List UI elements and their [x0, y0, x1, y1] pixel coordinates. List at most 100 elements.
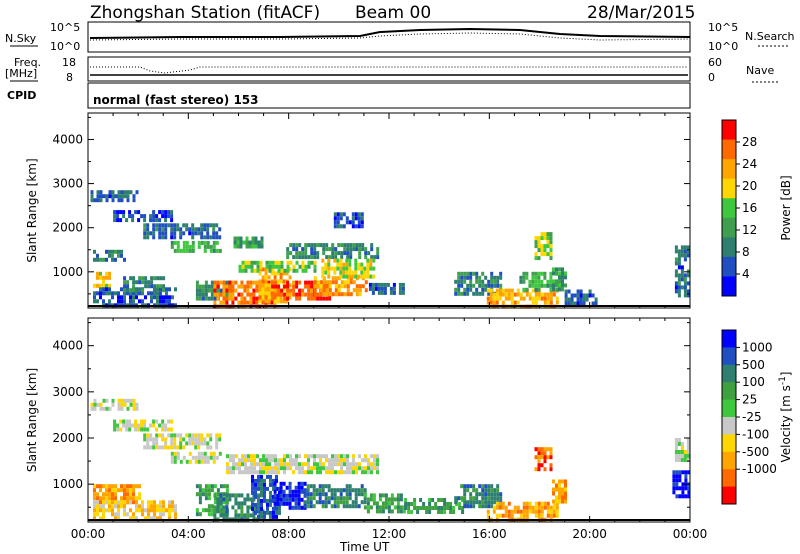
data-cell: [361, 243, 365, 248]
data-cell: [102, 484, 105, 489]
data-cell: [99, 198, 103, 203]
data-cell: [370, 255, 374, 260]
data-cell: [271, 466, 274, 471]
data-cell: [131, 423, 135, 428]
data-cell: [194, 445, 198, 450]
data-cell: [472, 500, 476, 505]
data-cell: [158, 235, 162, 240]
data-cell: [123, 284, 127, 289]
data-cell: [228, 280, 232, 285]
data-cell: [303, 500, 307, 505]
data-cell: [463, 492, 467, 497]
data-cell: [280, 264, 284, 269]
data-cell: [167, 419, 171, 424]
data-cell: [203, 235, 207, 240]
data-cell: [216, 288, 220, 293]
data-cell: [440, 498, 444, 502]
data-cell: [463, 496, 467, 501]
data-cell: [368, 286, 372, 291]
data-cell: [463, 275, 467, 280]
data-cell: [250, 462, 253, 467]
data-cell: [111, 194, 115, 199]
data-cell: [165, 295, 168, 300]
data-cell: [513, 509, 517, 514]
data-cell: [120, 398, 124, 403]
data-cell: [333, 496, 337, 501]
data-cell: [102, 279, 105, 284]
data-cell: [501, 300, 505, 305]
data-cell: [165, 299, 168, 304]
data-cell: [372, 258, 376, 263]
data-cell: [123, 504, 126, 509]
data-cell: [537, 451, 541, 456]
data-cell: [185, 441, 189, 446]
data-cell: [330, 492, 334, 497]
nave-tick-bottom: 0: [708, 71, 715, 84]
data-cell: [337, 251, 341, 256]
data-cell: [376, 466, 379, 471]
data-cell: [407, 502, 411, 506]
data-cell: [291, 493, 295, 498]
data-cell: [310, 296, 314, 301]
data-cell: [105, 496, 108, 501]
data-cell: [321, 488, 325, 493]
data-cell: [519, 292, 523, 297]
data-cell: [328, 466, 331, 471]
data-cell: [288, 291, 292, 296]
data-cell: [213, 513, 217, 518]
data-cell: [501, 501, 505, 506]
data-cell: [276, 299, 280, 304]
data-cell: [260, 236, 264, 241]
data-cell: [158, 218, 162, 223]
data-cell: [96, 271, 99, 276]
data-cell: [319, 288, 323, 293]
data-cell: [271, 458, 274, 463]
data-cell: [283, 296, 287, 301]
data-cell: [210, 292, 214, 297]
colorbar-tick-label: 4: [742, 267, 750, 281]
data-cell: [351, 224, 355, 229]
data-cell: [282, 501, 286, 506]
data-cell: [261, 283, 265, 288]
data-cell: [278, 490, 281, 495]
data-cell: [558, 491, 561, 496]
data-cell: [343, 251, 347, 256]
data-cell: [372, 493, 376, 498]
data-cell: [185, 244, 189, 249]
data-cell: [215, 437, 219, 442]
data-cell: [327, 500, 331, 505]
data-cell: [380, 290, 384, 295]
data-cell: [466, 500, 470, 505]
data-cell: [174, 504, 177, 509]
data-cell: [298, 454, 301, 459]
data-cell: [152, 235, 156, 240]
data-cell: [285, 485, 289, 490]
data-cell: [309, 496, 313, 501]
data-cell: [164, 235, 168, 240]
data-cell: [264, 279, 268, 284]
data-cell: [119, 218, 123, 223]
data-cell: [373, 458, 376, 463]
data-cell: [249, 292, 253, 297]
data-cell: [243, 513, 247, 518]
data-cell: [204, 492, 208, 497]
data-cell: [198, 488, 202, 493]
data-cell: [677, 265, 681, 270]
data-cell: [319, 280, 323, 285]
data-cell: [360, 220, 364, 225]
data-cell: [159, 512, 162, 517]
data-cell: [576, 293, 580, 298]
data-cell: [301, 260, 305, 265]
data-cell: [252, 493, 256, 498]
data-cell: [564, 297, 568, 302]
data-cell: [140, 423, 144, 428]
data-cell: [534, 513, 538, 518]
data-cell: [93, 406, 97, 411]
data-cell: [273, 481, 277, 486]
data-cell: [279, 497, 283, 502]
nsearch-trace: [89, 32, 691, 41]
data-cell: [240, 493, 244, 498]
data-cell: [351, 500, 355, 505]
data-cell: [358, 462, 361, 467]
data-cell: [258, 299, 262, 304]
